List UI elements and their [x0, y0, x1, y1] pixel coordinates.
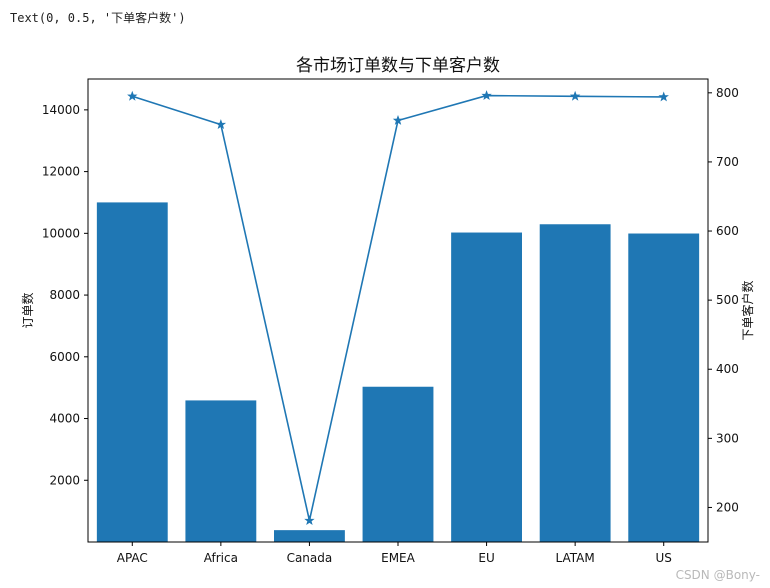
y-right-tick-label: 200 [716, 500, 739, 514]
x-tick-label: LATAM [556, 551, 595, 565]
bar-africa [185, 400, 257, 542]
line-marker-latam [569, 90, 581, 101]
bar-emea [362, 386, 434, 542]
x-tick-label: EMEA [381, 551, 416, 565]
y-left-tick-label: 8000 [49, 288, 80, 302]
console-output: Text(0, 0.5, '下单客户数') [10, 11, 186, 25]
y-axis-right-title: 下单客户数 [740, 280, 755, 340]
x-tick-label: EU [478, 551, 494, 565]
bar-eu [451, 232, 522, 542]
y-axis-right: 200 300 400 500 600 700 800 [708, 86, 739, 514]
line-marker-apac [127, 90, 138, 101]
y-left-tick-label: 10000 [42, 226, 80, 240]
y-right-tick-label: 600 [716, 224, 739, 238]
y-right-tick-label: 800 [716, 86, 739, 100]
y-axis-left-title: 订单数 [20, 292, 35, 328]
x-axis: APAC Africa Canada EMEA EU LATAM US [117, 542, 672, 565]
line-series [127, 90, 669, 526]
bar-latam [539, 224, 611, 542]
bar-canada [274, 530, 345, 542]
y-right-tick-label: 500 [716, 293, 739, 307]
line-marker-eu [481, 90, 492, 101]
y-right-tick-label: 700 [716, 155, 739, 169]
bar-apac [96, 202, 168, 542]
y-left-tick-label: 4000 [49, 412, 80, 426]
y-right-tick-label: 300 [716, 431, 739, 445]
y-left-tick-label: 2000 [49, 473, 80, 487]
y-left-tick-label: 14000 [42, 103, 80, 117]
y-left-tick-label: 6000 [49, 350, 80, 364]
y-left-tick-label: 12000 [42, 165, 80, 179]
line-marker-us [658, 91, 669, 102]
x-tick-label: APAC [117, 551, 148, 565]
bar-series [96, 202, 700, 542]
line-marker-africa [215, 119, 227, 130]
line-marker-emea [392, 114, 404, 125]
bar-us [628, 233, 700, 542]
y-axis-left: 2000 4000 6000 8000 10000 12000 14000 [42, 103, 88, 487]
x-tick-label: Canada [287, 551, 333, 565]
line-marker-canada [304, 515, 315, 526]
x-tick-label: US [656, 551, 672, 565]
x-tick-label: Africa [204, 551, 238, 565]
chart-title: 各市场订单数与下单客户数 [296, 56, 500, 76]
watermark: CSDN @Bony- [675, 568, 760, 582]
y-right-tick-label: 400 [716, 362, 739, 376]
